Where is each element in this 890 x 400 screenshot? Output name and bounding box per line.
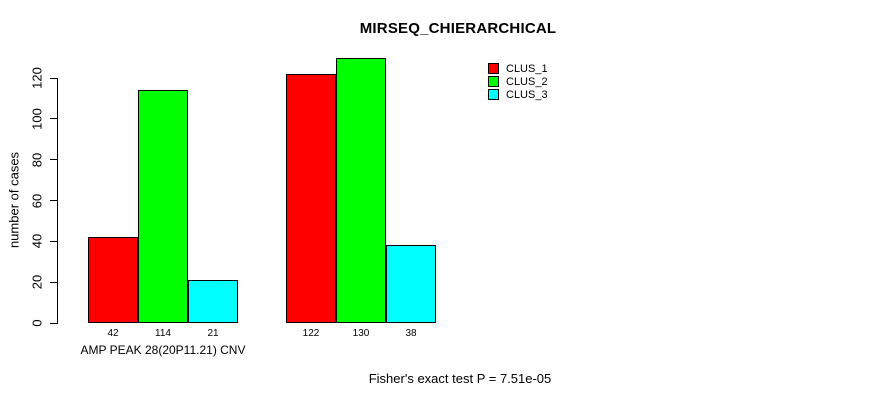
bar-clus_2-group2 xyxy=(336,57,386,323)
y-tick-label: 80 xyxy=(29,152,45,167)
y-tick xyxy=(50,77,58,79)
legend-label: CLUS_1 xyxy=(506,62,548,75)
y-tick-label: 20 xyxy=(29,274,45,290)
bar-value-label: 122 xyxy=(302,328,320,339)
bar-value-label: 130 xyxy=(352,328,370,339)
y-tick xyxy=(50,159,58,161)
y-tick-label: 120 xyxy=(29,67,45,89)
y-tick-label: 100 xyxy=(29,107,45,130)
bar-clus_3-group1 xyxy=(188,280,238,323)
bar-clus_2-group1 xyxy=(138,90,188,323)
legend-item: CLUS_2 xyxy=(488,75,548,88)
bar-value-label: 38 xyxy=(405,328,417,339)
legend-swatch-icon xyxy=(488,63,499,74)
legend-swatch-icon xyxy=(488,76,499,87)
y-tick xyxy=(50,200,58,201)
x-axis-group-label: AMP PEAK 28(20P11.21) CNV xyxy=(80,343,246,357)
legend-label: CLUS_2 xyxy=(506,75,548,88)
y-tick-label: 60 xyxy=(29,193,45,208)
bar-value-label: 114 xyxy=(155,328,171,339)
chart-title: MIRSEQ_CHIERARCHICAL xyxy=(359,20,557,37)
y-tick xyxy=(50,118,58,120)
bar-clus_3-group2 xyxy=(386,245,436,323)
bar-value-label: 21 xyxy=(207,328,219,339)
bar-clus_1-group2 xyxy=(286,73,336,323)
y-tick xyxy=(50,322,58,324)
fisher-test-caption: Fisher's exact test P = 7.51e-05 xyxy=(368,371,552,386)
bar-value-label: 42 xyxy=(107,328,119,339)
legend-item: CLUS_3 xyxy=(488,88,548,101)
legend-swatch-icon xyxy=(488,89,499,100)
y-axis-line xyxy=(57,78,58,324)
legend: CLUS_1 CLUS_2 CLUS_3 xyxy=(488,62,548,101)
y-tick-label: 40 xyxy=(29,234,45,249)
y-tick xyxy=(50,240,58,242)
legend-item: CLUS_1 xyxy=(488,62,548,75)
bar-clus_1-group1 xyxy=(88,237,138,323)
legend-label: CLUS_3 xyxy=(506,88,548,101)
y-tick xyxy=(50,281,58,283)
y-tick-label: 0 xyxy=(29,319,45,327)
y-axis-label: number of cases xyxy=(6,151,22,249)
